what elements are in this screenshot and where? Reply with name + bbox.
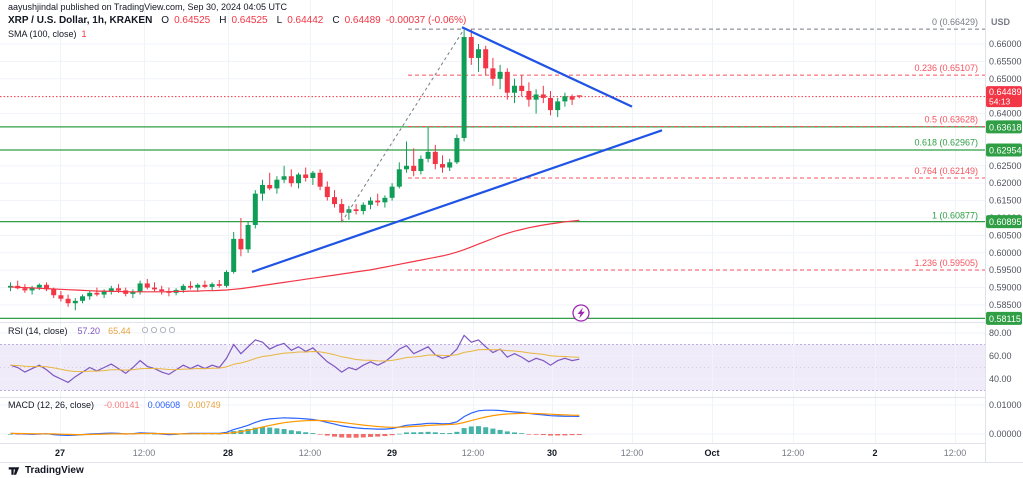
- fib-level-label: 0 (0.66429): [932, 17, 978, 27]
- fib-level-label: 0.5 (0.63628): [924, 115, 978, 125]
- sma-value: 1: [81, 29, 87, 39]
- symbol-legend[interactable]: XRP / U.S. Dollar, 1h, KRAKEN O 0.64525 H…: [8, 15, 466, 26]
- time-axis-label: 12:00: [133, 448, 156, 458]
- svg-text:0.63618: 0.63618: [989, 122, 1022, 132]
- time-axis[interactable]: 27 12:00 28 12:00 29 12:00 30 12:00 Oct 12:00 2 12:…: [55, 448, 966, 458]
- svg-text:0.61500: 0.61500: [989, 196, 1022, 206]
- time-axis-label: 2: [872, 448, 877, 458]
- bar-countdown: 54:13: [989, 97, 1011, 107]
- svg-text:60.00: 60.00: [989, 351, 1012, 361]
- macd-signal-line: [10, 412, 580, 436]
- svg-text:0.01000: 0.01000: [989, 400, 1022, 410]
- macd-line: [10, 409, 580, 437]
- symbol-title[interactable]: XRP / U.S. Dollar, 1h, KRAKEN: [8, 15, 153, 26]
- close-label: C: [332, 15, 340, 26]
- svg-text:0.59000: 0.59000: [989, 283, 1022, 293]
- fib-level-label: 0.618 (0.62967): [914, 138, 978, 148]
- fib-level-label: 0.764 (0.62149): [914, 166, 978, 176]
- svg-text:0.62954: 0.62954: [989, 146, 1022, 156]
- close-value: 0.64489: [344, 15, 381, 26]
- svg-text:0.66000: 0.66000: [989, 39, 1022, 49]
- low-label: L: [276, 15, 283, 26]
- macd-hist-value: -0.00141: [104, 400, 140, 410]
- svg-text:0.65500: 0.65500: [989, 56, 1022, 66]
- rsi-ma-value: 65.44: [108, 326, 131, 336]
- lightning-event-icon[interactable]: [572, 304, 590, 322]
- fib-level-label: 1 (0.60877): [932, 210, 978, 220]
- rsi-ma-line: [10, 348, 580, 373]
- time-axis-label: 12:00: [782, 448, 805, 458]
- open-label: O: [161, 15, 170, 26]
- macd-label[interactable]: MACD (12, 26, close): [8, 400, 95, 410]
- price-level-badge: [986, 143, 1022, 157]
- sma-line: [10, 219, 580, 293]
- macd-line-value: 0.00608: [147, 400, 181, 410]
- svg-text:0.60500: 0.60500: [989, 230, 1022, 240]
- fib-level-label: 0.236 (0.65107): [914, 63, 978, 73]
- time-axis-label: 30: [547, 448, 557, 458]
- time-axis-label: 29: [387, 448, 397, 458]
- indicator-lines: [8, 219, 582, 438]
- svg-text:0.58500: 0.58500: [989, 300, 1022, 310]
- time-axis-label: 12:00: [299, 448, 322, 458]
- time-axis-label: 12:00: [462, 448, 485, 458]
- time-axis-label: 12:00: [621, 448, 644, 458]
- fib-level-label: 1.236 (0.59505): [914, 258, 978, 268]
- trendline: [461, 26, 633, 108]
- macd-signal-value: 0.00749: [188, 400, 221, 410]
- grid: [0, 0, 985, 443]
- rsi-line: [10, 334, 580, 384]
- price-level-badge: [986, 120, 1022, 134]
- currency-label: USD: [991, 17, 1011, 27]
- change-value: -0.00037 (-0.06%): [385, 15, 467, 26]
- time-axis-label: 28: [223, 448, 233, 458]
- svg-text:0.58115: 0.58115: [989, 314, 1021, 324]
- time-axis-label: Oct: [704, 448, 719, 458]
- tradingview-logo-icon[interactable]: [8, 465, 20, 477]
- drawings[interactable]: [251, 26, 663, 322]
- current-price-badge: [986, 86, 1022, 108]
- chart-canvas[interactable]: 0 (0.66429) 0.236 (0.65107) 0.5 (0.63628) 0…: [0, 0, 1023, 462]
- high-value: 0.64525: [231, 15, 268, 26]
- svg-text:0.00000: 0.00000: [989, 429, 1022, 439]
- svg-text:0.59500: 0.59500: [989, 265, 1022, 275]
- trendline: [251, 129, 663, 273]
- svg-text:0.64489: 0.64489: [989, 87, 1022, 97]
- high-label: H: [219, 15, 227, 26]
- fib-base-line: [341, 28, 465, 223]
- time-axis-label: 27: [55, 448, 65, 458]
- low-value: 0.64442: [287, 15, 324, 26]
- svg-text:0.60895: 0.60895: [989, 217, 1022, 227]
- footer-bar: TradingView: [0, 462, 1023, 478]
- open-value: 0.64525: [174, 15, 211, 26]
- svg-text:0.60000: 0.60000: [989, 248, 1022, 258]
- rsi-label[interactable]: RSI (14, close): [8, 326, 68, 336]
- svg-text:0.62500: 0.62500: [989, 161, 1022, 171]
- price-level-badge: [986, 215, 1022, 229]
- brand-name[interactable]: TradingView: [25, 465, 84, 476]
- publisher-note: aayushjindal published on TradingView.co…: [8, 2, 287, 12]
- sma-label[interactable]: SMA (100, close): [8, 29, 77, 39]
- svg-text:40.00: 40.00: [989, 374, 1012, 384]
- macd-legend[interactable]: MACD (12, 26, close) -0.00141 0.00608 0.…: [8, 400, 221, 410]
- rsi-legend[interactable]: RSI (14, close) 57.20 65.44: [8, 326, 175, 336]
- indicator-controls-icons[interactable]: [141, 326, 175, 334]
- svg-text:0.64000: 0.64000: [989, 109, 1022, 119]
- price-axis[interactable]: USD 0.66000 0.65500 0.65000 0.64000 0.62500 0.…: [0, 0, 1023, 462]
- sma-legend[interactable]: SMA (100, close) 1: [8, 29, 87, 39]
- publisher-text: aayushjindal published on TradingView.co…: [8, 2, 288, 12]
- rsi-value: 57.20: [77, 326, 101, 336]
- svg-text:80.00: 80.00: [989, 328, 1012, 338]
- svg-text:0.65000: 0.65000: [989, 74, 1022, 84]
- svg-text:0.62000: 0.62000: [989, 178, 1022, 188]
- price-level-badge: [986, 311, 1022, 325]
- price-levels: 0 (0.66429) 0.236 (0.65107) 0.5 (0.63628) 0…: [0, 17, 985, 320]
- time-axis-label: 12:00: [944, 448, 967, 458]
